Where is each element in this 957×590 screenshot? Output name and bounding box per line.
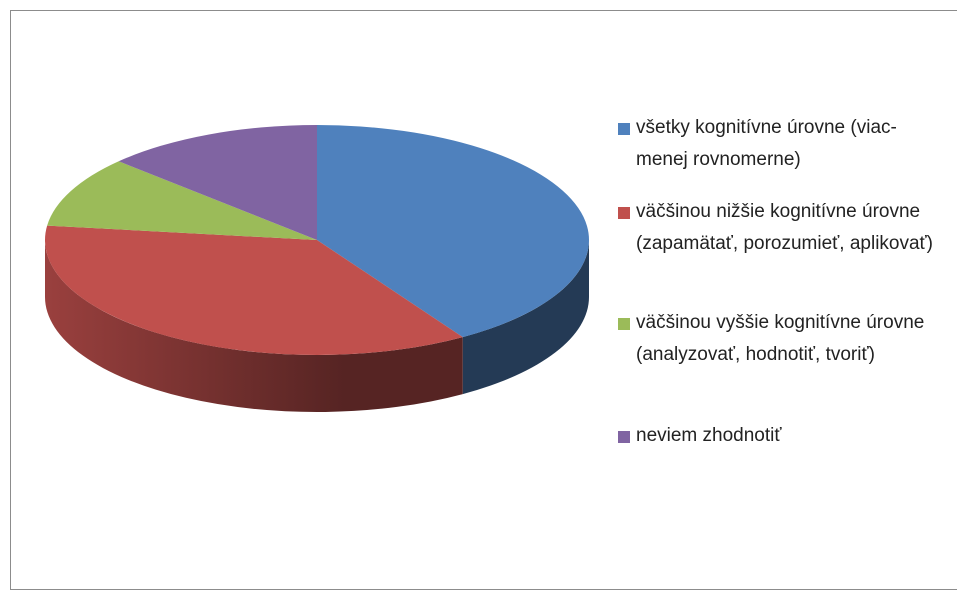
legend-swatch [618, 318, 630, 330]
legend-swatch [618, 431, 630, 443]
legend-entry: väčšinou nižšie kognitívne úrovne (zapam… [618, 196, 946, 260]
legend-label: väčšinou nižšie kognitívne úrovne (zapam… [636, 201, 934, 254]
legend-entry: všetky kognitívne úrovne (viac-menej rov… [618, 112, 946, 176]
chart [45, 125, 589, 412]
slice-side [45, 240, 463, 412]
legend-swatch [618, 123, 630, 135]
slice-side [462, 240, 589, 395]
slice-top [47, 161, 317, 240]
legend-label: všetky kognitívne úrovne (viac-menej rov… [636, 117, 897, 170]
slice-top [317, 125, 589, 338]
legend-entry: väčšinou vyššie kognitívne úrovne (analy… [618, 307, 946, 371]
legend-swatch [618, 207, 630, 219]
slice-top [45, 225, 463, 356]
legend-label: väčšinou vyššie kognitívne úrovne (analy… [636, 312, 925, 365]
legend-label: neviem zhodnotiť [636, 425, 782, 446]
page: všetky kognitívne úrovne (viac-menej rov… [10, 10, 957, 590]
slice-top [118, 125, 317, 240]
legend-entry: neviem zhodnotiť [618, 420, 946, 452]
